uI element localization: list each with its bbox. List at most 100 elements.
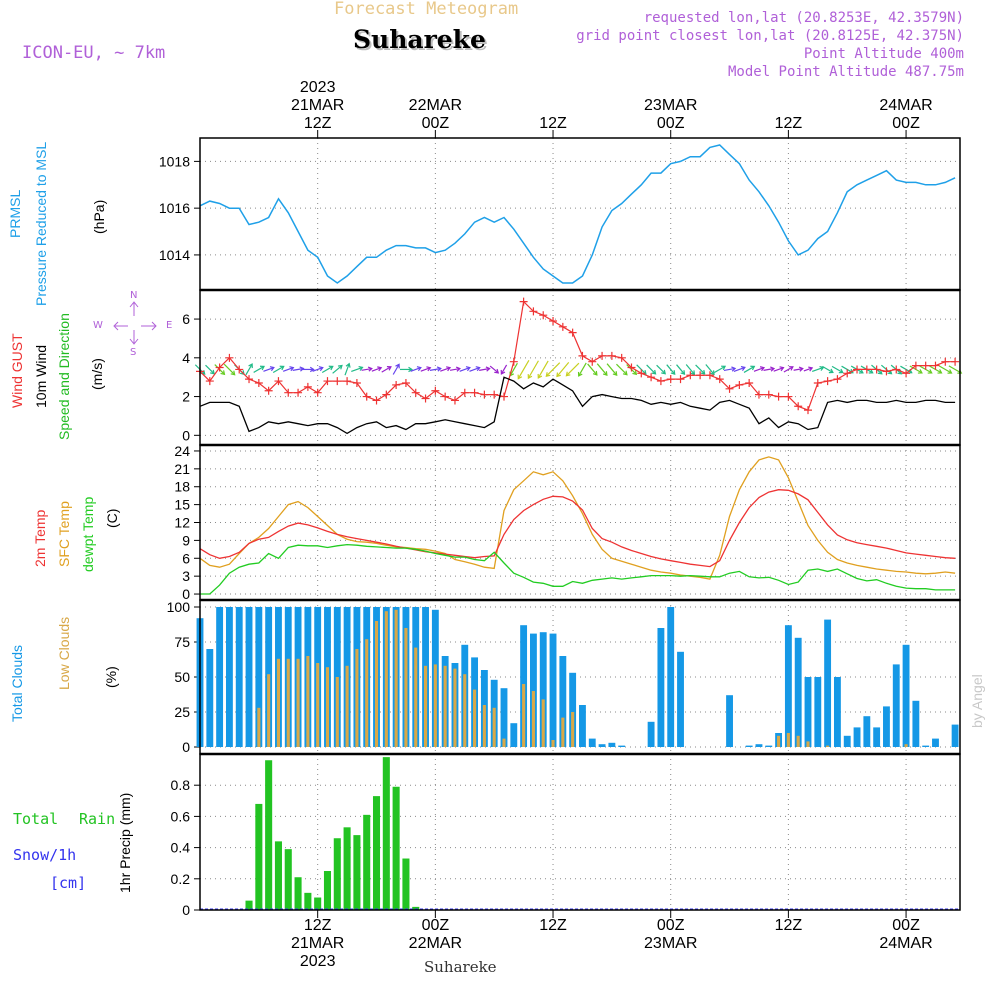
low-cloud-bar [424,665,428,747]
wind-direction-arrowhead [500,369,506,375]
total-cloud-bar [745,745,753,747]
wind-direction-arrowhead [345,362,351,368]
pressure-unit: (hPa) [91,199,107,234]
y-tick-label: 3 [182,568,190,584]
wind-direction-arrowhead [386,366,392,371]
wind-direction-arrowhead [455,366,461,372]
top-time-label: 22MAR [409,97,462,114]
wind-direction-arrowhead [210,369,215,375]
temp-unit: (C) [104,508,120,528]
wind-dir-label: Speed and Direction [56,313,72,440]
y-tick-label: 0.6 [171,808,191,824]
wind-direction-arrow [773,367,784,372]
wind-direction-arrow [223,363,236,376]
top-time-label: 00Z [892,115,920,132]
total-cloud-bar [824,619,832,747]
compass-lines [115,303,156,343]
wind-gust-marker [862,365,871,374]
wind-direction-arrowhead [230,370,236,376]
low-cloud-bar [316,663,320,747]
wind-gust-marker [764,390,773,399]
low-cloud-bar [296,658,300,747]
sfc-temp-label: SFC Temp [56,501,72,567]
total-cloud-bar [784,625,792,747]
y-tick-label: 6 [182,311,190,327]
wind-direction-arrowhead [661,369,666,375]
y-tick-label: 12 [174,515,190,531]
wind-direction-arrow [282,367,294,372]
total-cloud-bar [726,695,733,747]
wind-direction-arrowhead [377,366,383,372]
wind-direction-arrowhead [318,366,324,372]
wind-direction-arrowhead [475,366,481,372]
low-cloud-bar [777,735,781,747]
wind-gust-marker [784,392,793,401]
wind-gust-marker [892,365,901,374]
wind-gust-marker [235,365,244,374]
wind-gust-marker [696,371,705,380]
total-cloud-bar [539,632,547,747]
top-time-label: 21MAR [291,97,344,114]
low-cloud-bar [433,664,437,747]
wind-direction-arrow [705,364,715,375]
y-tick-label: 6 [182,550,190,566]
low-cloud-bar [806,741,810,747]
wind-gust-marker [441,392,450,401]
wind-direction-arrow [489,365,499,374]
low-cloud-bar [541,699,545,747]
total-cloud-bar [883,706,890,747]
wind-direction-arrow [685,364,695,375]
wind-gust-marker [686,371,695,380]
wind-direction-arrow [578,362,587,377]
total-cloud-bar [608,742,616,747]
wind-direction-arrowhead [868,368,874,374]
low-cloud-bar [335,677,339,747]
model-altitude: Model Point Altitude 487.75m [727,64,964,80]
station-name: Suhareke [353,25,486,54]
wind-gust-marker [333,377,342,386]
wind-gust-marker [745,379,754,387]
bottom-time-label: 21MAR [291,935,344,952]
y-tick-label: 4 [182,350,190,366]
low-cloud-bar [267,674,271,747]
wind-direction-arrow [783,366,794,373]
wind-direction-arrow [371,367,382,372]
wind-direction-arrowhead [328,365,334,371]
wind-direction-arrowhead [517,374,523,380]
wind-direction-arrowhead [788,366,794,371]
wind-gust-marker [490,390,499,399]
wind-gust-marker [774,392,783,401]
wind-direction-arrowhead [337,364,343,370]
wind-gust-marker [931,361,940,370]
compass-arrowheads [113,301,157,345]
temp-2m-line [199,489,956,568]
wind-gust-marker [853,365,862,374]
low-cloud-bar [257,707,261,747]
wind-direction-arrow [723,367,736,372]
wind-gust-marker [578,351,587,360]
low-cloud-bar [394,609,398,747]
pressure-label: Pressure Reduced to MSL [33,141,49,306]
wind-direction-arrow [616,363,628,376]
wind-direction-arrow [392,364,400,375]
compass-south: S [130,347,137,358]
low-cloud-bar [384,611,388,747]
top-time-label: 2023 [300,79,336,96]
wind-gust-marker [274,377,283,386]
total-cloud-bar [255,607,263,747]
wind-direction-arrow [743,365,755,373]
wind-gust-marker [352,379,361,387]
y-tick-label: 21 [174,461,190,477]
wind-direction-arrowhead [259,365,265,371]
wind-gust-marker [656,377,665,386]
y-tick-label: 100 [167,599,191,615]
wind-gust-marker [735,380,744,389]
y-tick-label: 0.8 [171,777,191,793]
wind-gust-marker [401,379,410,387]
wind-direction-arrowhead [700,369,706,375]
wind-direction-arrow [449,367,460,371]
total-cloud-bar [510,723,518,747]
total-cloud-bar [902,644,910,747]
rain-bar [274,841,282,910]
